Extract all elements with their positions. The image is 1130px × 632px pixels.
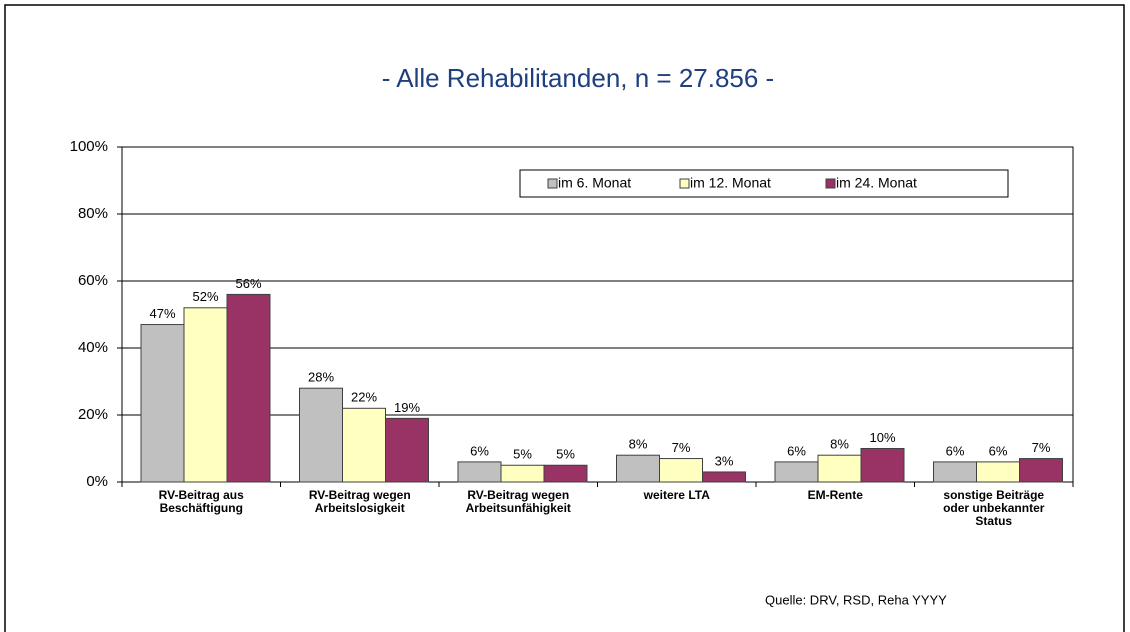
bar	[385, 417, 429, 483]
bar	[140, 324, 185, 483]
bar	[702, 471, 746, 483]
source: Quelle: DRV, RSD, Reha YYYY	[765, 592, 947, 607]
y-tick-label: 40%	[78, 339, 108, 356]
bar	[299, 387, 343, 483]
legend-swatch	[547, 178, 558, 189]
data-label: 28%	[308, 370, 334, 385]
y-tick-label: 20%	[78, 406, 108, 423]
y-tick-label: 60%	[78, 272, 108, 289]
data-label: 7%	[672, 440, 691, 455]
bar	[342, 407, 386, 483]
data-label: 6%	[787, 443, 806, 458]
bar	[860, 448, 905, 483]
data-label: 52%	[192, 289, 218, 304]
legend-label: im 6. Monat	[558, 175, 631, 191]
x-tick-label: RV-Beitrag wegen Arbeitslosigkeit	[308, 488, 411, 515]
x-tick-label: sonstige Beiträge oder unbekannter Statu…	[943, 488, 1045, 528]
x-tick-label: EM-Rente	[807, 488, 863, 502]
chart-title: - Alle Rehabilitanden, n = 27.856 -	[382, 63, 774, 93]
data-label: 56%	[235, 276, 261, 291]
data-label: 6%	[470, 443, 489, 458]
bar	[1019, 458, 1063, 483]
y-tick-label: 100%	[70, 138, 108, 155]
bar	[933, 461, 977, 483]
legend-swatch	[679, 178, 690, 189]
legend-label: im 24. Monat	[836, 175, 917, 191]
data-label: 3%	[715, 453, 734, 468]
data-label: 8%	[629, 437, 648, 452]
bar	[226, 293, 271, 483]
data-label: 5%	[513, 447, 532, 462]
data-label: 10%	[869, 430, 895, 445]
bar	[457, 461, 502, 483]
bar	[543, 464, 588, 483]
bar	[616, 454, 660, 483]
data-label: 22%	[351, 390, 377, 405]
data-label: 19%	[394, 400, 420, 415]
legend-label: im 12. Monat	[690, 175, 771, 191]
data-label: 47%	[149, 306, 175, 321]
legend-swatch	[825, 178, 836, 189]
data-label: 5%	[556, 447, 575, 462]
legend-box	[519, 169, 1009, 198]
data-label: 8%	[830, 437, 849, 452]
x-tick-label: RV-Beitrag wegen Arbeitsunfähigkeit	[465, 488, 571, 515]
y-tick-label: 80%	[78, 205, 108, 222]
y-tick-label: 0%	[86, 473, 108, 490]
bar	[659, 458, 703, 483]
bar	[976, 461, 1020, 483]
data-label: 6%	[989, 443, 1008, 458]
frame	[4, 4, 1125, 632]
bar	[817, 454, 862, 483]
bar	[183, 307, 228, 483]
data-label: 7%	[1032, 440, 1051, 455]
x-tick-label: weitere LTA	[643, 488, 710, 502]
bar	[774, 461, 819, 483]
data-label: 6%	[946, 443, 965, 458]
x-tick-label: RV-Beitrag aus Beschäftigung	[158, 488, 244, 515]
bar	[500, 464, 545, 483]
